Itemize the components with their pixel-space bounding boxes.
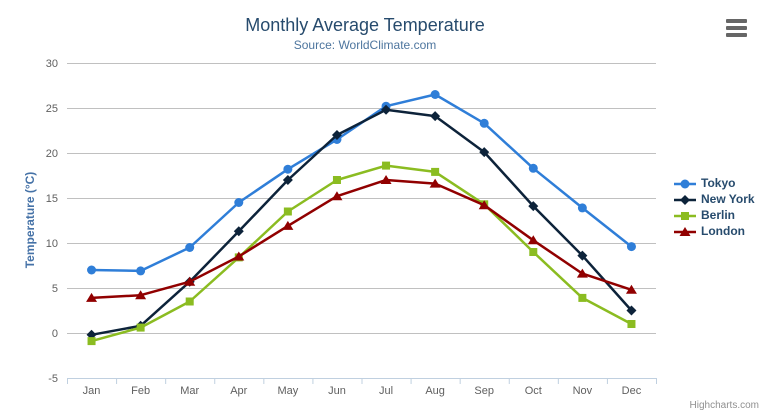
hamburger-icon xyxy=(726,33,747,37)
data-point-berlin[interactable] xyxy=(627,320,636,328)
data-point-berlin[interactable] xyxy=(136,323,145,332)
legend-marker-london[interactable] xyxy=(679,226,691,236)
data-point-london[interactable] xyxy=(184,276,196,286)
data-point-london[interactable] xyxy=(331,191,343,201)
data-point-london[interactable] xyxy=(527,235,539,245)
data-point-london[interactable] xyxy=(429,178,441,188)
y-axis-label: 30 xyxy=(46,58,58,70)
x-axis-label: Apr xyxy=(230,385,247,397)
x-axis-label: Feb xyxy=(131,385,150,397)
data-point-london[interactable] xyxy=(233,251,245,261)
highcharts-credit-link[interactable]: Highcharts.com xyxy=(689,400,759,411)
data-point-tokyo[interactable] xyxy=(136,266,146,276)
data-point-tokyo[interactable] xyxy=(430,90,440,99)
chart-title: Monthly Average Temperature xyxy=(245,15,485,35)
y-axis-label: 25 xyxy=(46,103,58,115)
y-axis-label: 5 xyxy=(52,283,58,295)
data-point-new-york[interactable] xyxy=(626,305,637,316)
data-point-tokyo[interactable] xyxy=(283,164,293,174)
data-point-berlin[interactable] xyxy=(332,176,341,184)
legend-marker-triangle-icon xyxy=(674,226,696,236)
legend-item-new-york[interactable]: New York xyxy=(674,193,755,206)
data-point-berlin[interactable] xyxy=(578,293,587,302)
x-axis-label: Nov xyxy=(573,385,593,397)
data-point-new-york[interactable] xyxy=(479,147,490,158)
y-axis-label: 20 xyxy=(46,148,58,160)
data-point-new-york[interactable] xyxy=(577,250,588,261)
hamburger-icon xyxy=(726,26,747,30)
x-axis-label: Jul xyxy=(379,385,393,397)
legend-marker-tokyo[interactable] xyxy=(680,179,690,188)
chart-subtitle: Source: WorldClimate.com xyxy=(293,38,437,52)
data-point-new-york[interactable] xyxy=(233,226,244,237)
data-point-tokyo[interactable] xyxy=(577,203,587,213)
y-axis-label: 10 xyxy=(46,238,58,250)
legend-marker-square-icon xyxy=(674,211,696,220)
x-axis-label: Dec xyxy=(622,385,642,397)
series-line-new-york xyxy=(90,108,633,337)
y-axis-label: -5 xyxy=(48,373,58,385)
data-point-tokyo[interactable] xyxy=(626,242,636,252)
series-line-berlin xyxy=(90,164,633,343)
hamburger-icon xyxy=(726,19,747,23)
data-point-new-york[interactable] xyxy=(282,175,293,185)
data-point-new-york[interactable] xyxy=(381,104,392,115)
x-axis-label: Oct xyxy=(525,385,542,397)
x-axis-label: Mar xyxy=(180,385,199,397)
legend-label-london: London xyxy=(701,224,745,238)
legend-marker-new-york[interactable] xyxy=(680,194,690,205)
legend-label-tokyo: Tokyo xyxy=(701,176,736,190)
y-axis-label: 0 xyxy=(52,328,58,340)
data-point-new-york[interactable] xyxy=(528,201,539,212)
legend-item-tokyo[interactable]: Tokyo xyxy=(674,177,755,190)
data-point-berlin[interactable] xyxy=(382,161,391,170)
data-point-berlin[interactable] xyxy=(529,248,538,256)
data-point-tokyo[interactable] xyxy=(185,243,195,252)
y-axis-label: 15 xyxy=(46,193,58,205)
legend-item-london[interactable]: London xyxy=(674,225,755,238)
data-point-tokyo[interactable] xyxy=(528,163,538,173)
data-point-london[interactable] xyxy=(625,284,637,294)
data-point-berlin[interactable] xyxy=(431,167,440,176)
data-point-tokyo[interactable] xyxy=(234,198,244,207)
legend-marker-berlin[interactable] xyxy=(681,211,689,220)
data-point-berlin[interactable] xyxy=(283,207,292,216)
series-line-london xyxy=(90,178,633,300)
data-point-new-york[interactable] xyxy=(331,130,342,140)
legend-marker-diamond-icon xyxy=(674,194,696,205)
data-point-london[interactable] xyxy=(86,292,98,302)
legend-item-berlin[interactable]: Berlin xyxy=(674,209,755,222)
legend: Tokyo New York Berlin London xyxy=(674,177,755,238)
x-axis-label: Jan xyxy=(83,385,101,397)
data-point-london[interactable] xyxy=(135,290,147,300)
x-axis-label: Sep xyxy=(474,385,494,397)
data-point-london[interactable] xyxy=(478,200,490,210)
data-point-london[interactable] xyxy=(576,268,588,278)
data-point-london[interactable] xyxy=(380,175,392,184)
x-axis-label: May xyxy=(277,385,298,397)
data-point-tokyo[interactable] xyxy=(479,118,489,128)
data-point-london[interactable] xyxy=(282,220,294,230)
x-axis-label: Jun xyxy=(328,385,346,397)
legend-marker-circle-icon xyxy=(674,179,696,188)
data-point-tokyo[interactable] xyxy=(87,265,97,275)
series-line-tokyo xyxy=(90,93,633,273)
x-axis-label: Aug xyxy=(425,385,445,397)
legend-label-berlin: Berlin xyxy=(701,208,736,222)
data-point-new-york[interactable] xyxy=(430,111,441,122)
data-point-berlin[interactable] xyxy=(87,337,96,346)
legend-label-new-york: New York xyxy=(701,192,755,206)
data-point-berlin[interactable] xyxy=(185,297,194,306)
export-menu-button[interactable] xyxy=(726,19,750,37)
